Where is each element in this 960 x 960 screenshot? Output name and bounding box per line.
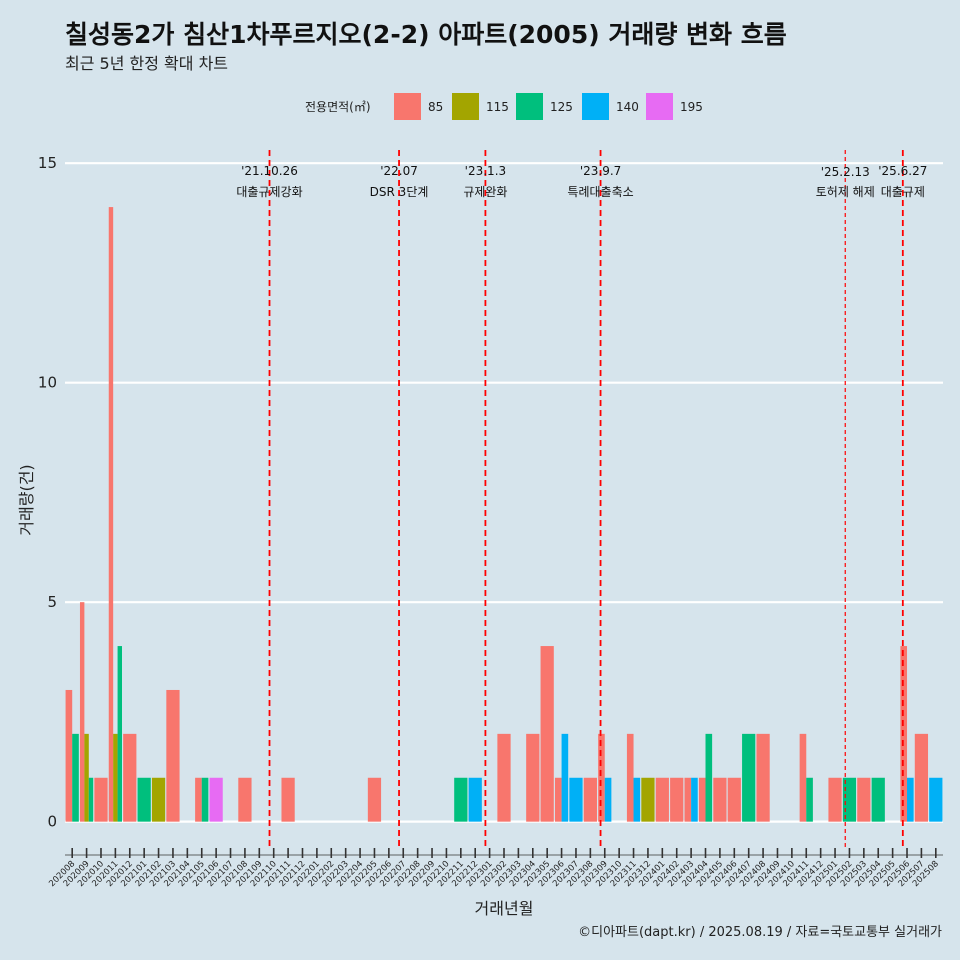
bar-202307-140 bbox=[569, 777, 583, 822]
bar-202404-85 bbox=[698, 777, 706, 822]
event-date: '23.1.3 bbox=[465, 164, 506, 178]
event-label: 특례대출축소 bbox=[567, 185, 633, 199]
bar-202309-140 bbox=[604, 777, 612, 822]
bar-202010-85 bbox=[94, 777, 108, 822]
bar-202103-85 bbox=[166, 689, 180, 822]
bar-202009-115 bbox=[84, 733, 89, 822]
bar-202302-85 bbox=[497, 733, 511, 822]
event-date: '21.10.26 bbox=[241, 164, 298, 178]
legend-swatch-140 bbox=[582, 93, 609, 120]
bar-202508-140 bbox=[929, 777, 943, 822]
legend-label: 125 bbox=[550, 100, 573, 114]
legend-swatch-115 bbox=[452, 93, 479, 120]
bar-202311-140 bbox=[633, 777, 641, 822]
bar-202403-140 bbox=[691, 777, 698, 822]
bar-202105-125 bbox=[201, 777, 209, 822]
event-label: DSR 3단계 bbox=[370, 185, 429, 199]
bar-202011-115 bbox=[113, 733, 118, 822]
bar-202311-85 bbox=[626, 733, 634, 822]
bar-202009-125 bbox=[88, 777, 94, 822]
bar-202401-85 bbox=[655, 777, 669, 822]
bar-202101-125 bbox=[137, 777, 151, 822]
legend-swatch-125 bbox=[516, 93, 543, 120]
y-axis-label: 거래량(건) bbox=[17, 464, 36, 535]
bar-202306-85 bbox=[554, 777, 562, 822]
y-tick-label: 15 bbox=[38, 154, 57, 172]
x-axis: 2020082020092020102020112020122021012021… bbox=[47, 848, 943, 889]
bar-202503-85 bbox=[857, 777, 871, 822]
bar-202406-85 bbox=[727, 777, 741, 822]
bar-202411-85 bbox=[799, 733, 807, 822]
legend-label: 140 bbox=[616, 100, 639, 114]
bar-202408-85 bbox=[756, 733, 770, 822]
bar-202106-195 bbox=[209, 777, 223, 822]
y-axis: 0 5 10 15 bbox=[38, 154, 57, 830]
x-axis-label: 거래년월 bbox=[475, 899, 534, 918]
bar-202309-85 bbox=[598, 733, 605, 822]
bar-202402-85 bbox=[670, 777, 684, 822]
bar-202105-85 bbox=[195, 777, 202, 822]
bar-202108-85 bbox=[238, 777, 252, 822]
y-tick-label: 10 bbox=[38, 374, 57, 392]
legend-label: 195 bbox=[680, 100, 703, 114]
bar-202404-125 bbox=[705, 733, 713, 822]
event-label: 대출규제강화 bbox=[236, 185, 302, 199]
event-label: 토허제 해제 bbox=[816, 185, 875, 199]
grid bbox=[65, 162, 943, 823]
bar-202305-85 bbox=[540, 646, 554, 822]
chart-title: 칠성동2가 침산1차푸르지오(2-2) 아파트(2005) 거래량 변화 흐름 bbox=[65, 20, 787, 49]
y-tick-label: 0 bbox=[47, 813, 57, 831]
bar-202407-125 bbox=[742, 733, 756, 822]
bar-202405-85 bbox=[713, 777, 727, 822]
legend-label: 115 bbox=[486, 100, 509, 114]
bars bbox=[65, 207, 943, 822]
bar-202211-125 bbox=[454, 777, 468, 822]
bar-202012-85 bbox=[123, 733, 137, 822]
event-date: '23.9.7 bbox=[580, 164, 621, 178]
bar-202507-85 bbox=[914, 733, 929, 822]
bar-202502-125 bbox=[842, 777, 857, 822]
bar-202008-125 bbox=[72, 733, 79, 822]
caption: ©디아파트(dapt.kr) / 2025.08.19 / 자료=국토교통부 실… bbox=[578, 925, 942, 940]
legend: 전용면적(㎡) 85 115 125 140 195 bbox=[305, 93, 703, 120]
bar-202308-85 bbox=[583, 777, 597, 822]
bar-202011-125 bbox=[117, 646, 122, 822]
bar-202205-85 bbox=[367, 777, 382, 822]
event-date: '22.07 bbox=[380, 164, 418, 178]
bar-202009-85 bbox=[79, 602, 85, 822]
bar-202008-85 bbox=[65, 689, 73, 822]
legend-title: 전용면적(㎡) bbox=[305, 100, 371, 114]
bar-202306-140 bbox=[561, 733, 569, 822]
bar-202102-115 bbox=[151, 777, 166, 822]
bar-202501-85 bbox=[828, 777, 842, 822]
bar-202411-125 bbox=[806, 777, 813, 822]
legend-label: 85 bbox=[428, 100, 443, 114]
event-label: 대출규제 bbox=[881, 185, 925, 199]
event-label: 규제완화 bbox=[463, 185, 507, 199]
bar-202403-85 bbox=[684, 777, 692, 822]
bar-202011-85 bbox=[108, 207, 114, 822]
bar-202312-115 bbox=[641, 777, 655, 822]
bar-202304-85 bbox=[526, 733, 540, 822]
event-date: '25.6.27 bbox=[878, 164, 927, 178]
bar-202506-140 bbox=[907, 777, 914, 822]
event-markers: '21.10.26 대출규제강화 '22.07 DSR 3단계 '23.1.3 규제완화 '… bbox=[236, 150, 927, 848]
bar-202504-125 bbox=[871, 777, 885, 822]
chart-subtitle: 최근 5년 한정 확대 차트 bbox=[65, 54, 228, 73]
y-tick-label: 5 bbox=[47, 593, 57, 611]
bar-202212-140 bbox=[468, 777, 482, 822]
event-date: '25.2.13 bbox=[821, 165, 870, 179]
bar-202111-85 bbox=[281, 777, 295, 822]
legend-swatch-85 bbox=[394, 93, 421, 120]
legend-swatch-195 bbox=[646, 93, 673, 120]
